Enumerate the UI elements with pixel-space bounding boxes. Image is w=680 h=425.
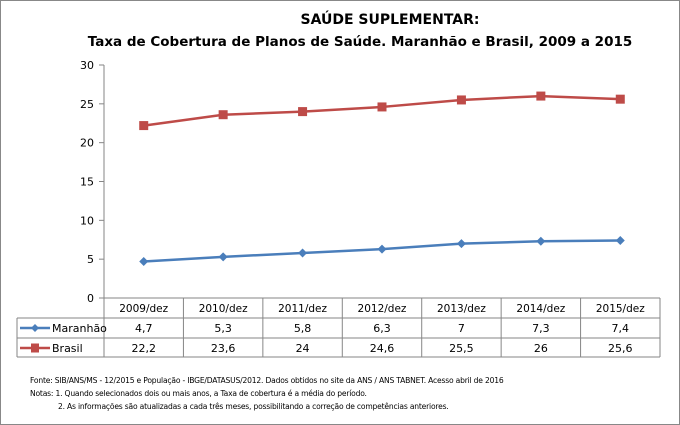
- data-point: [298, 248, 308, 258]
- y-tick-label: 25: [80, 98, 94, 111]
- note-1: Notas: 1. Quando selecionados dois ou ma…: [30, 389, 367, 398]
- data-label: 6,3: [373, 322, 391, 335]
- data-point: [298, 107, 308, 117]
- data-label: 5,3: [214, 322, 232, 335]
- data-point: [615, 94, 625, 104]
- data-label: 23,6: [211, 342, 236, 355]
- data-point: [218, 110, 228, 120]
- data-label: 24: [296, 342, 310, 355]
- data-label: 5,8: [294, 322, 312, 335]
- data-point: [536, 91, 546, 101]
- y-tick-label: 10: [80, 214, 94, 227]
- x-category-label: 2014/dez: [516, 303, 565, 315]
- data-label: 7,3: [532, 322, 550, 335]
- notes: Fonte: SIB/ANS/MS - 12/2015 e População …: [30, 374, 504, 413]
- x-category-label: 2013/dez: [437, 303, 486, 315]
- note-2: 2. As informações são atualizadas a cada…: [58, 402, 449, 411]
- data-label: 24,6: [370, 342, 395, 355]
- data-point: [615, 236, 625, 246]
- y-tick-label: 30: [80, 59, 94, 72]
- data-point: [456, 95, 466, 105]
- data-label: 25,5: [449, 342, 474, 355]
- data-label: 26: [534, 342, 548, 355]
- y-tick-label: 20: [80, 137, 94, 150]
- x-category-label: 2015/dez: [596, 303, 645, 315]
- data-point: [377, 244, 387, 254]
- data-point: [139, 121, 149, 131]
- data-label: 22,2: [131, 342, 156, 355]
- data-point: [456, 239, 466, 249]
- legend-marker: [31, 324, 39, 332]
- data-point: [218, 252, 228, 262]
- legend-label: Maranhão: [52, 322, 107, 335]
- data-point: [536, 236, 546, 246]
- legend-marker: [31, 343, 39, 353]
- data-label: 7: [458, 322, 465, 335]
- y-tick-label: 5: [87, 253, 94, 266]
- legend-label: Brasil: [52, 342, 83, 355]
- data-point: [139, 256, 149, 266]
- data-label: 7,4: [612, 322, 630, 335]
- data-label: 4,7: [135, 322, 153, 335]
- chart-title: SAÚDE SUPLEMENTAR:: [301, 10, 480, 28]
- x-category-label: 2011/dez: [278, 303, 327, 315]
- source-note: Fonte: SIB/ANS/MS - 12/2015 e População …: [30, 376, 504, 385]
- data-point: [377, 102, 387, 112]
- data-label: 25,6: [608, 342, 633, 355]
- x-category-label: 2012/dez: [358, 303, 407, 315]
- x-category-label: 2009/dez: [119, 303, 168, 315]
- y-tick-label: 0: [87, 292, 94, 305]
- chart-subtitle: Taxa de Cobertura de Planos de Saúde. Ma…: [88, 34, 633, 50]
- x-category-label: 2010/dez: [199, 303, 248, 315]
- y-tick-label: 15: [80, 176, 94, 189]
